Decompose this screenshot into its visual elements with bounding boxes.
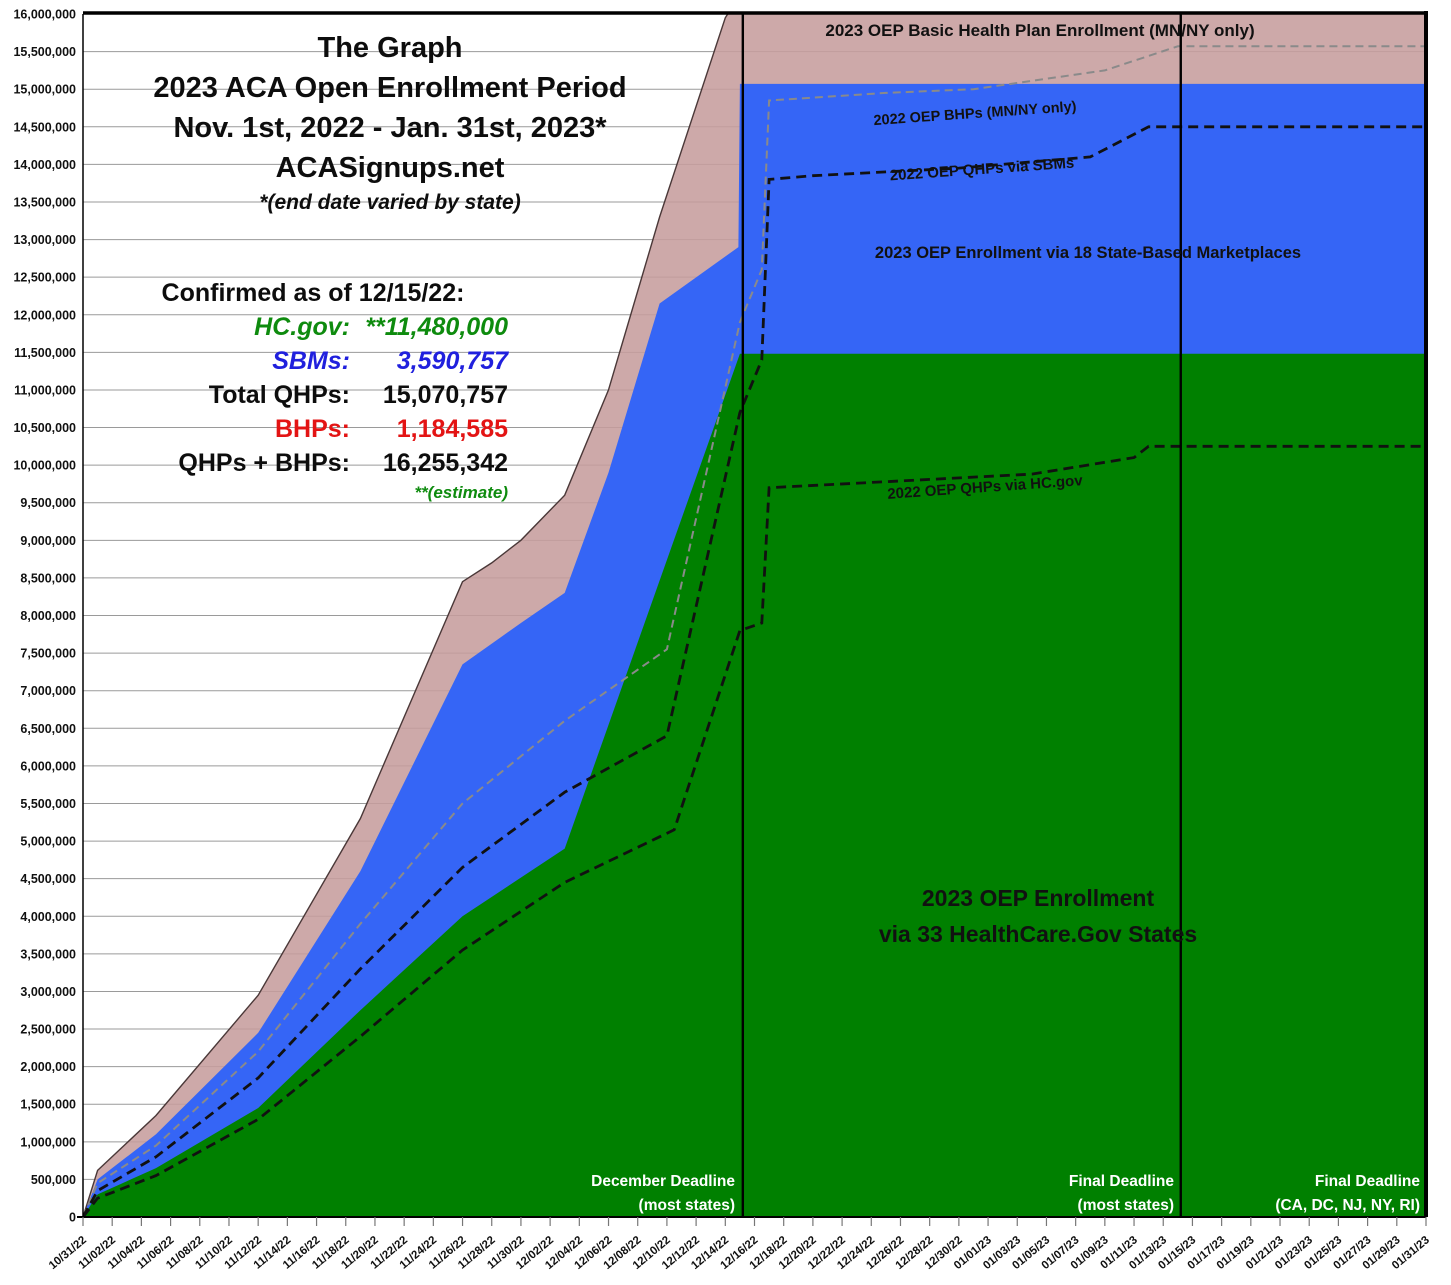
y-tick-label: 5,500,000 [20,797,76,811]
y-tick-label: 1,500,000 [20,1098,76,1112]
y-tick-label: 14,000,000 [13,158,76,172]
y-tick-label: 8,500,000 [20,571,76,585]
y-tick-label: 9,500,000 [20,496,76,510]
y-tick-label: 500,000 [31,1173,76,1187]
y-tick-label: 16,000,000 [13,8,76,22]
area-top-edge [83,14,729,1217]
y-tick-label: 15,500,000 [13,45,76,59]
plot-area [83,14,1426,1217]
y-tick-label: 10,000,000 [13,459,76,473]
y-tick-label: 13,000,000 [13,233,76,247]
y-tick-label: 6,000,000 [20,759,76,773]
y-tick-label: 15,000,000 [13,83,76,97]
dashed-line-2022-1 [83,125,1426,1217]
y-tick-label: 10,500,000 [13,421,76,435]
y-tick-label: 12,000,000 [13,308,76,322]
y-tick-label: 12,500,000 [13,271,76,285]
y-tick-label: 9,000,000 [20,534,76,548]
dashed-line-2022-2 [83,444,1426,1217]
area-series-2 [83,353,1426,1217]
y-tick-label: 13,500,000 [13,195,76,209]
y-tick-label: 0 [69,1211,76,1225]
dashed-line-2022-0 [83,45,1426,1217]
y-tick-label: 8,000,000 [20,609,76,623]
y-tick-label: 11,000,000 [14,383,76,397]
y-tick-label: 11,500,000 [14,346,76,360]
y-tick-label: 1,000,000 [20,1135,76,1149]
y-tick-label: 3,500,000 [20,947,76,961]
y-tick-label: 7,000,000 [20,684,76,698]
y-tick-label: 4,500,000 [20,872,76,886]
y-tick-label: 6,500,000 [20,722,76,736]
y-tick-label: 5,000,000 [20,835,76,849]
y-tick-label: 4,000,000 [20,910,76,924]
y-tick-label: 2,500,000 [20,1023,76,1037]
y-tick-label: 7,500,000 [20,647,76,661]
y-tick-label: 2,000,000 [20,1060,76,1074]
y-tick-label: 14,500,000 [13,120,76,134]
y-tick-label: 3,000,000 [20,985,76,999]
